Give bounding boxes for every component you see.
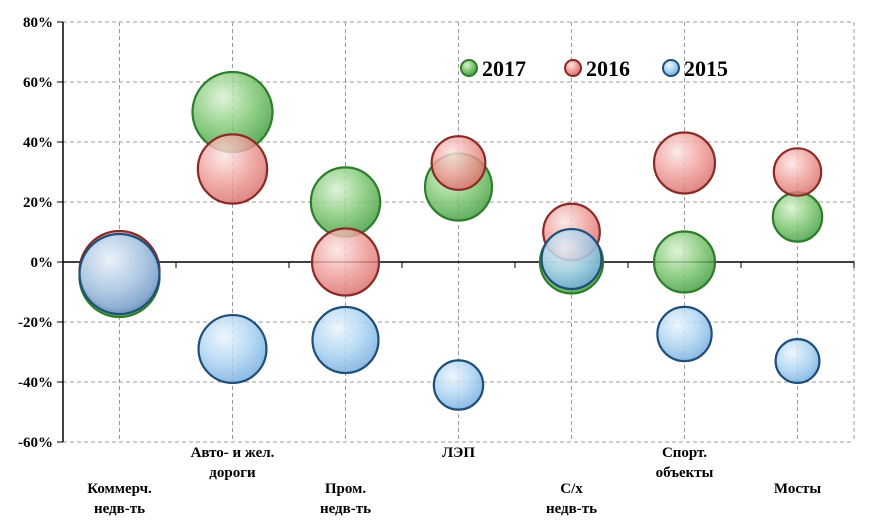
bubble-2015-2	[311, 305, 380, 375]
category-labels: Коммерч. недв-ть Авто- и жел. дороги Пром. не…	[87, 445, 821, 517]
category-label-line: Мосты	[774, 481, 821, 497]
bubble-2015-4	[540, 227, 603, 291]
bubble-2017-6	[771, 191, 824, 243]
bubble-2016-5	[652, 131, 717, 195]
bubble-2016-2	[310, 227, 381, 297]
bubble-2016-3	[430, 135, 487, 191]
category-label-line: дороги	[209, 465, 256, 481]
category-label-line: объекты	[656, 465, 714, 481]
category-label-line: С/х	[560, 481, 583, 497]
bubble-2015-3	[432, 359, 485, 411]
bubble-2017-2	[309, 166, 382, 238]
category-label-line: ЛЭП	[442, 445, 475, 461]
bubbles	[78, 70, 824, 411]
category-label: Пром. недв-ть	[320, 481, 371, 517]
category-label: С/х недв-ть	[546, 481, 597, 517]
category-label: Мосты	[774, 481, 821, 497]
bubble-2016-6	[772, 147, 823, 197]
legend-label-2017: 2017	[482, 56, 526, 81]
category-label-line: Авто- и жел.	[191, 445, 275, 461]
category-label: ЛЭП	[442, 445, 475, 461]
y-tick-label: -20%	[18, 315, 53, 331]
legend-label-2016: 2016	[586, 56, 630, 81]
y-tick-label: -40%	[18, 375, 53, 391]
legend: 2017 2016 2015	[460, 56, 728, 81]
category-label-line: недв-ть	[94, 501, 145, 517]
y-tick-label: 60%	[23, 75, 53, 91]
bubble-2017-5	[652, 230, 717, 294]
category-label: Коммерч. недв-ть	[87, 481, 152, 517]
y-tick-label: 20%	[23, 195, 53, 211]
category-label-line: Пром.	[325, 481, 366, 497]
category-label: Спорт. объекты	[656, 445, 714, 481]
bubble-2015-5	[656, 305, 713, 363]
bubble-2015-1	[197, 313, 268, 385]
axes: 80% 60% 40% 20% 0% -20% -40% -60%	[18, 15, 855, 451]
bubble-2015-0	[78, 232, 161, 316]
category-label: Авто- и жел. дороги	[191, 445, 275, 481]
legend-marker-2016	[564, 59, 582, 77]
y-tick-label: 40%	[23, 135, 53, 151]
y-tick-label: 0%	[31, 255, 54, 271]
category-label-line: недв-ть	[546, 501, 597, 517]
y-tick-label: -60%	[18, 435, 53, 451]
bubble-2015-6	[774, 337, 821, 385]
category-label-line: Коммерч.	[87, 481, 152, 497]
legend-marker-2015	[662, 59, 680, 77]
category-label-line: недв-ть	[320, 501, 371, 517]
category-label-line: Спорт.	[662, 445, 707, 461]
bubble-2016-1	[196, 133, 269, 205]
legend-label-2015: 2015	[684, 56, 728, 81]
y-tick-label: 80%	[23, 15, 53, 31]
legend-marker-2017	[460, 59, 478, 77]
